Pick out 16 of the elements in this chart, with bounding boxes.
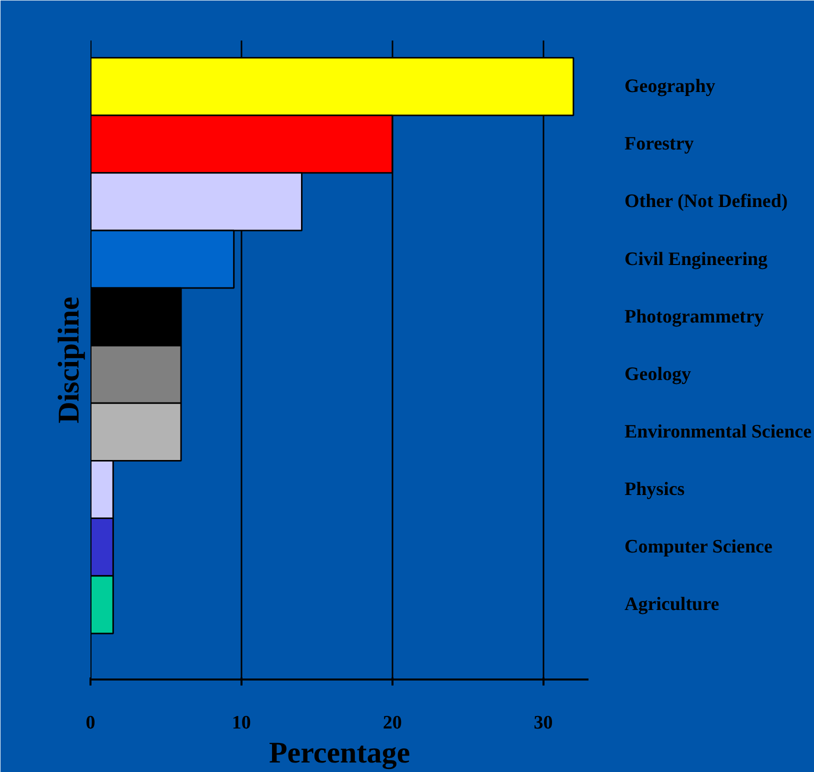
x-tick-label: 10 (232, 712, 251, 734)
x-tick-label: 30 (534, 712, 553, 734)
y-tick-label: Photogrammetry (624, 306, 764, 328)
y-tick-label: Other (Not Defined) (624, 191, 788, 212)
y-tick-label: Civil Engineering (624, 248, 768, 270)
y-tick-label: Environmental Science (624, 421, 812, 442)
y-tick-label: Agriculture (624, 594, 720, 616)
y-tick-label: Physics (624, 479, 685, 500)
y-axis-title: Discipline (52, 296, 86, 424)
y-tick-label: Geology (624, 364, 692, 385)
y-tick-label: Computer Science (624, 536, 772, 558)
y-tick-label: Geography (624, 76, 716, 98)
x-axis-title: Percentage (268, 736, 410, 770)
x-tick-label: 20 (382, 712, 402, 734)
y-tick-label: Forestry (624, 134, 694, 155)
x-tick-label: 0 (86, 712, 96, 734)
